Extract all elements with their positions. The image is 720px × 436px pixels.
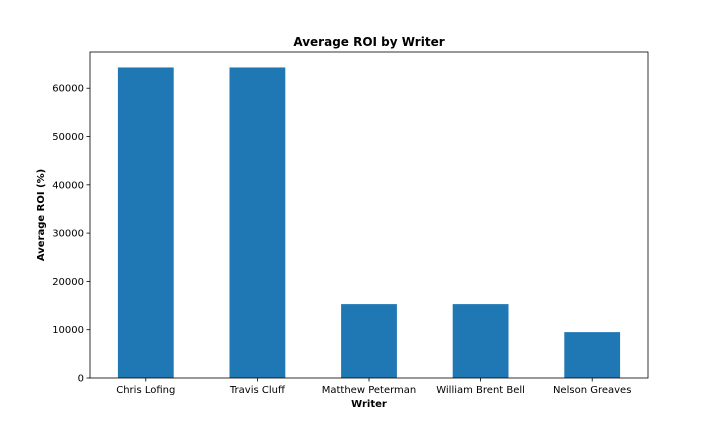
bar-2: [341, 304, 397, 378]
bar-0: [117, 67, 174, 378]
x-tick-label-2: Matthew Peterman: [322, 385, 417, 396]
plot-frame: [89, 51, 649, 379]
y-tick-label-1: 10000: [52, 325, 84, 336]
y-tick-label-4: 40000: [52, 180, 84, 191]
bar-3: [452, 304, 509, 378]
y-tick-label-0: 0: [78, 374, 84, 385]
x-tick-label-1: Travis Cluff: [229, 385, 286, 396]
y-tick-label-5: 50000: [52, 132, 84, 143]
y-tick-label-6: 60000: [52, 84, 84, 95]
bars-layer: [117, 67, 621, 378]
y-tick-label-3: 30000: [52, 229, 84, 240]
bar-4: [564, 332, 621, 378]
x-axis: Chris Lofing Travis Cluff Matthew Peterman…: [116, 378, 631, 396]
x-tick-label-4: Nelson Greaves: [553, 385, 631, 396]
x-axis-label: Writer: [351, 399, 387, 410]
x-tick-label-0: Chris Lofing: [116, 385, 175, 396]
chart-title: Average ROI by Writer: [293, 35, 444, 49]
y-tick-label-2: 20000: [52, 277, 84, 288]
x-tick-label-3: William Brent Bell: [436, 385, 525, 396]
bar-1: [229, 67, 286, 378]
y-axis-label: Average ROI (%): [36, 169, 47, 261]
y-axis: 0 10000 20000 30000 40000 50000 60000: [52, 84, 90, 385]
